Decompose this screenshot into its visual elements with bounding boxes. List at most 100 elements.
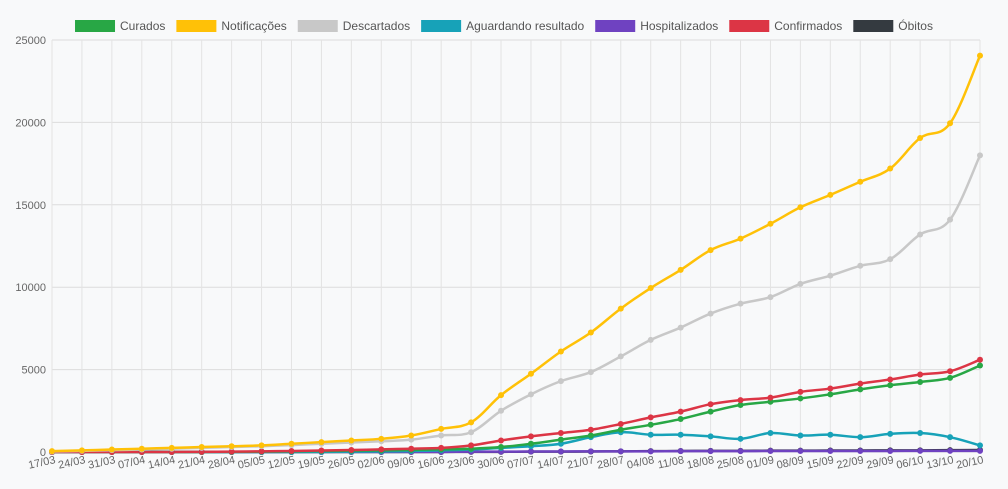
x-tick-label: 09/06 xyxy=(386,454,415,471)
data-point xyxy=(138,445,145,452)
data-point xyxy=(288,448,295,455)
data-point xyxy=(977,52,983,59)
legend-label: Óbitos xyxy=(898,18,933,33)
data-point xyxy=(797,388,804,395)
x-tick-label: 04/08 xyxy=(626,454,655,471)
x-tick-label: 18/08 xyxy=(686,454,715,471)
legend[interactable]: Curados Notificações Descartados Aguardando… xyxy=(75,18,933,33)
x-tick-label: 22/09 xyxy=(835,454,864,471)
data-point xyxy=(797,448,804,455)
data-point xyxy=(49,448,55,455)
data-point xyxy=(468,442,475,449)
data-point xyxy=(767,294,774,301)
x-axis: 17/03 24/03 31/03 07/04 14/04 21/04 28/04 05/05… xyxy=(27,454,984,471)
data-point xyxy=(827,391,834,398)
data-point xyxy=(78,447,85,454)
y-tick-label: 10000 xyxy=(15,282,46,294)
data-point xyxy=(947,368,954,375)
legend-item[interactable]: Descartados xyxy=(297,19,410,33)
y-tick-label: 20000 xyxy=(15,117,46,129)
x-tick-label: 01/09 xyxy=(746,454,775,471)
legend-item[interactable]: Notificações xyxy=(176,19,287,33)
data-point xyxy=(617,353,624,360)
data-point xyxy=(857,448,864,455)
x-tick-label: 02/06 xyxy=(356,454,385,471)
x-tick-label: 06/10 xyxy=(895,454,924,471)
legend-swatch xyxy=(853,20,894,32)
data-point xyxy=(947,374,954,381)
series-line-5 xyxy=(52,358,981,454)
x-tick-label: 19/05 xyxy=(297,454,326,471)
data-point xyxy=(827,431,834,438)
data-point xyxy=(647,448,654,455)
data-point xyxy=(797,204,804,211)
data-point xyxy=(767,220,774,227)
legend-item[interactable]: Curados xyxy=(75,19,165,33)
legend-swatch xyxy=(729,20,770,32)
x-tick-label: 14/07 xyxy=(536,454,565,471)
y-axis: 0 5000 10000 15000 20000 25000 xyxy=(15,35,46,459)
data-point xyxy=(887,165,894,172)
data-point xyxy=(887,256,894,263)
x-tick-label: 30/06 xyxy=(476,454,505,471)
data-point xyxy=(677,408,684,415)
legend-swatch xyxy=(297,20,338,32)
data-point xyxy=(557,378,564,385)
data-point xyxy=(647,421,654,428)
data-point xyxy=(258,448,265,455)
legend-swatch xyxy=(595,20,636,32)
data-point xyxy=(438,444,445,451)
data-point xyxy=(378,435,385,442)
x-tick-label: 28/07 xyxy=(596,454,625,471)
x-tick-label: 31/03 xyxy=(87,454,116,471)
data-point xyxy=(468,419,475,426)
data-point xyxy=(498,437,505,444)
y-tick-label: 25000 xyxy=(15,35,46,47)
data-point xyxy=(587,448,594,455)
data-point xyxy=(917,430,924,437)
x-tick-label: 25/08 xyxy=(716,454,745,471)
data-point xyxy=(797,280,804,287)
x-tick-label: 21/04 xyxy=(177,454,206,471)
data-point xyxy=(977,362,983,369)
data-point xyxy=(827,448,834,455)
legend-item[interactable]: Aguardando resultado xyxy=(421,19,585,33)
data-point xyxy=(498,407,505,414)
data-point xyxy=(737,397,744,404)
x-tick-label: 14/04 xyxy=(147,454,176,471)
data-point xyxy=(977,447,983,454)
data-point xyxy=(737,235,744,242)
data-point xyxy=(707,448,714,455)
data-point xyxy=(977,152,983,159)
data-point xyxy=(707,310,714,317)
legend-item[interactable]: Óbitos xyxy=(853,18,933,33)
legend-item[interactable]: Hospitalizados xyxy=(595,19,718,33)
data-point xyxy=(917,447,924,454)
x-tick-label: 28/04 xyxy=(207,454,236,471)
data-point xyxy=(228,448,235,455)
data-point xyxy=(108,446,115,453)
data-point xyxy=(587,329,594,336)
data-point xyxy=(587,432,594,439)
data-point xyxy=(617,305,624,312)
data-point xyxy=(438,432,445,439)
data-point xyxy=(557,430,564,437)
data-point xyxy=(737,435,744,442)
data-point xyxy=(527,433,534,440)
y-tick-label: 0 xyxy=(40,447,46,459)
data-point xyxy=(917,135,924,142)
data-point xyxy=(857,178,864,185)
x-tick-label: 20/10 xyxy=(955,454,984,471)
data-point xyxy=(228,443,235,450)
legend-item[interactable]: Confirmados xyxy=(729,19,842,33)
data-point xyxy=(707,433,714,440)
data-point xyxy=(677,431,684,438)
data-point xyxy=(617,448,624,455)
data-point xyxy=(707,408,714,415)
data-point xyxy=(887,448,894,455)
legend-swatch xyxy=(75,20,116,32)
data-point xyxy=(797,395,804,402)
data-point xyxy=(677,266,684,273)
data-point xyxy=(917,378,924,385)
